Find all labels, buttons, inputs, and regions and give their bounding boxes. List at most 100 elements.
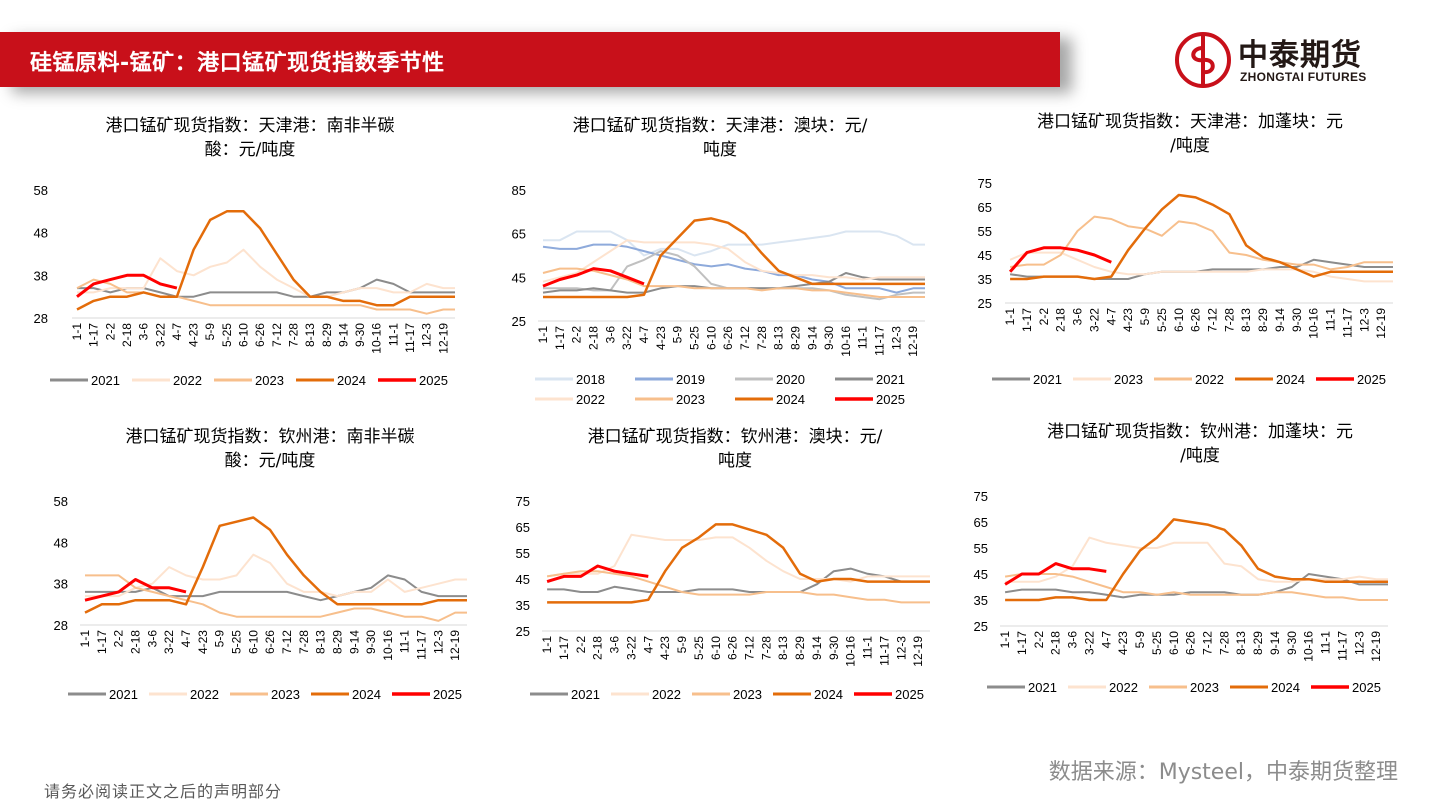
x-tick-label: 11-17 (1340, 308, 1354, 338)
legend-label: 2024 (1276, 372, 1305, 387)
series-line-2022 (546, 533, 930, 583)
y-tick-label: 85 (512, 183, 526, 198)
legend-label: 2021 (1033, 372, 1062, 387)
legend-label: 2024 (337, 373, 366, 388)
y-tick-label: 48 (54, 535, 68, 550)
series-line-2024 (543, 217, 925, 299)
x-tick-label: 2-18 (120, 323, 134, 347)
chart-6-title: 港口锰矿现货指数：钦州港：加蓬块：元 /吨度 (990, 420, 1410, 468)
series-line-2022 (77, 248, 455, 298)
x-tick-label: 11-17 (403, 323, 417, 353)
series-line-2025 (546, 564, 649, 584)
series-line-2023 (546, 570, 930, 604)
x-tick-label: 1-1 (1003, 308, 1017, 326)
x-tick-label: 2-18 (591, 636, 605, 660)
y-tick-label: 28 (54, 618, 68, 633)
y-tick-label: 58 (34, 183, 48, 198)
series-line-2023 (76, 278, 455, 315)
x-tick-label: 3-22 (624, 636, 638, 660)
legend-label: 2022 (1109, 680, 1138, 695)
x-tick-label: 4-23 (658, 636, 672, 660)
legend-label: 2025 (895, 687, 924, 702)
x-tick-label: 6-26 (1184, 631, 1198, 655)
x-tick-label: 1-17 (1020, 308, 1034, 332)
legend-label: 2022 (173, 373, 202, 388)
legend-label: 2024 (352, 687, 381, 702)
x-tick-label: 12-19 (1369, 631, 1383, 662)
series-line-2025 (84, 578, 187, 602)
x-tick-label: 11-17 (877, 636, 891, 666)
x-tick-label: 5-9 (213, 630, 227, 648)
y-tick-label: 55 (516, 546, 530, 561)
chart-title-line: /吨度 (1170, 136, 1210, 156)
x-tick-label: 11-17 (873, 326, 887, 356)
x-tick-label: 7-12 (742, 636, 756, 660)
x-tick-label: 1-1 (540, 636, 554, 654)
x-tick-label: 5-9 (671, 326, 685, 344)
y-tick-label: 45 (978, 248, 992, 263)
x-tick-label: 3-6 (1071, 308, 1085, 326)
x-tick-label: 7-28 (755, 326, 769, 350)
x-tick-label: 6-10 (1172, 308, 1186, 332)
series-line-2022 (85, 553, 467, 598)
chart-title-line: 港口锰矿现货指数：钦州港：加蓬块：元 (1047, 422, 1353, 442)
x-tick-label: 7-28 (286, 323, 300, 347)
chart-title-line: 港口锰矿现货指数：天津港：加蓬块：元 (1037, 112, 1343, 132)
x-tick-label: 1-17 (553, 326, 567, 350)
series-line-2021 (547, 567, 930, 593)
legend-label: 2025 (433, 687, 462, 702)
x-tick-label: 6-26 (263, 630, 277, 654)
x-tick-label: 11-1 (1319, 631, 1333, 654)
legend-label: 2021 (876, 372, 905, 387)
chart-title-line: 港口锰矿现货指数：钦州港：澳块：元/ (587, 427, 883, 447)
legend-label: 2023 (255, 373, 284, 388)
x-tick-label: 5-9 (1138, 308, 1152, 326)
x-tick-label: 2-2 (1032, 631, 1046, 649)
x-tick-label: 4-23 (187, 323, 201, 347)
x-tick-label: 12-19 (906, 326, 920, 357)
page-title: 硅锰原料-锰矿：港口锰矿现货指数季节性 (30, 51, 445, 76)
x-tick-label: 10-16 (1307, 308, 1321, 339)
legend-label: 2021 (1028, 680, 1057, 695)
x-tick-label: 9-14 (1268, 631, 1282, 655)
x-tick-label: 8-13 (1234, 631, 1248, 655)
x-tick-label: 2-2 (103, 323, 117, 341)
series-line-2022 (542, 239, 925, 283)
x-tick-label: 7-28 (759, 636, 773, 660)
x-tick-label: 3-6 (1066, 631, 1080, 649)
chart-title-line: /吨度 (1180, 446, 1220, 466)
legend-label: 2020 (776, 372, 805, 387)
y-tick-label: 45 (516, 572, 530, 587)
legend-label: 2018 (576, 372, 605, 387)
chart-6: 25 35 45 55 65 75 1-1 1-17 2-2 2-18 3-6 3-22 4-7 4-23… (974, 489, 1388, 695)
legend-label: 2024 (1271, 680, 1300, 695)
y-tick-label: 55 (978, 224, 992, 239)
series-line-2019 (542, 243, 925, 294)
x-tick-label: 6-10 (709, 636, 723, 660)
x-tick-label: 3-6 (603, 326, 617, 344)
x-tick-label: 9-14 (805, 326, 819, 350)
legend-label: 2022 (652, 687, 681, 702)
x-tick-label: 4-23 (1121, 308, 1135, 332)
y-tick-label: 25 (512, 314, 526, 329)
x-tick-label: 11-17 (415, 630, 429, 660)
x-tick-label: 9-14 (347, 630, 361, 654)
logo-emblem-icon (1175, 32, 1231, 88)
chart-title-line: 酸：元/吨度 (204, 140, 296, 160)
x-tick-label: 8-29 (788, 326, 802, 350)
y-tick-label: 45 (974, 567, 988, 582)
x-tick-label: 3-22 (162, 630, 176, 654)
x-tick-label: 11-1 (386, 323, 400, 346)
x-tick-label: 7-12 (280, 630, 294, 654)
x-tick-label: 1-1 (70, 323, 84, 341)
x-tick-label: 4-7 (179, 630, 193, 648)
y-tick-label: 65 (516, 520, 530, 535)
x-tick-label: 5-9 (675, 636, 689, 654)
x-tick-label: 12-3 (1357, 308, 1371, 332)
logo: 中泰期货 ZHONGTAI FUTURES (1172, 30, 1402, 90)
x-tick-label: 2-18 (1054, 308, 1068, 332)
series-line-2021 (85, 574, 467, 602)
x-tick-label: 6-26 (253, 323, 267, 347)
y-tick-label: 65 (978, 200, 992, 215)
x-tick-label: 12-3 (420, 323, 434, 347)
